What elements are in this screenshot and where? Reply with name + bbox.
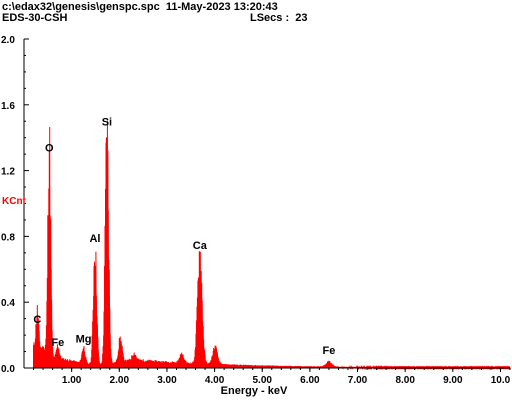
x-tick-label: 1.00 — [62, 375, 82, 386]
file-header: c:\edax32\genesis\genspc.spc 11-May-2023… — [2, 1, 278, 13]
peak-label-al: Al — [89, 233, 100, 245]
y-tick-label: 0.0 — [1, 364, 15, 375]
peak-label-si: Si — [102, 116, 112, 128]
peak-label-ca: Ca — [193, 240, 208, 252]
sample-name: EDS-30-CSH — [2, 12, 68, 24]
y-tick-label: 0.4 — [1, 298, 15, 309]
x-tick-label: 5.00 — [253, 375, 273, 386]
y-axis-label: KCnt — [2, 196, 27, 207]
axes-layer: 0.0 0.4 0.8 1.2 1.6 2.0 1.00 2.00 3.00 4.00 5.00 6.… — [1, 35, 511, 386]
x-tick-label: 3.00 — [157, 375, 177, 386]
x-axis-label: Energy - keV — [221, 385, 288, 397]
y-tick-label: 0.8 — [1, 232, 15, 243]
peak-label-mg: Mg — [76, 334, 92, 346]
peak-label-fe: Fe — [323, 345, 336, 357]
y-tick-label: 2.0 — [1, 35, 15, 46]
x-tick-label: 7.00 — [348, 375, 368, 386]
x-tick-label: 2.00 — [110, 375, 130, 386]
live-seconds: LSecs : 23 — [250, 12, 308, 24]
x-tick-label: 4.00 — [205, 375, 225, 386]
spectrum-trace — [33, 120, 511, 370]
spectrum-layer — [33, 120, 511, 370]
y-tick-label: 1.2 — [1, 167, 15, 178]
x-tick-label: 6.00 — [300, 375, 320, 386]
y-tick-label: 1.6 — [1, 101, 15, 112]
x-tick-label: 10.0 — [491, 375, 511, 386]
peak-label-o: O — [45, 143, 54, 155]
x-tick-label: 9.00 — [443, 375, 463, 386]
peak-label-c: C — [33, 314, 41, 326]
peak-label-fe: Fe — [51, 337, 64, 349]
x-tick-label: 8.00 — [395, 375, 415, 386]
peak-labels-layer: C O Fe Mg Al Si Ca Fe — [33, 116, 335, 357]
